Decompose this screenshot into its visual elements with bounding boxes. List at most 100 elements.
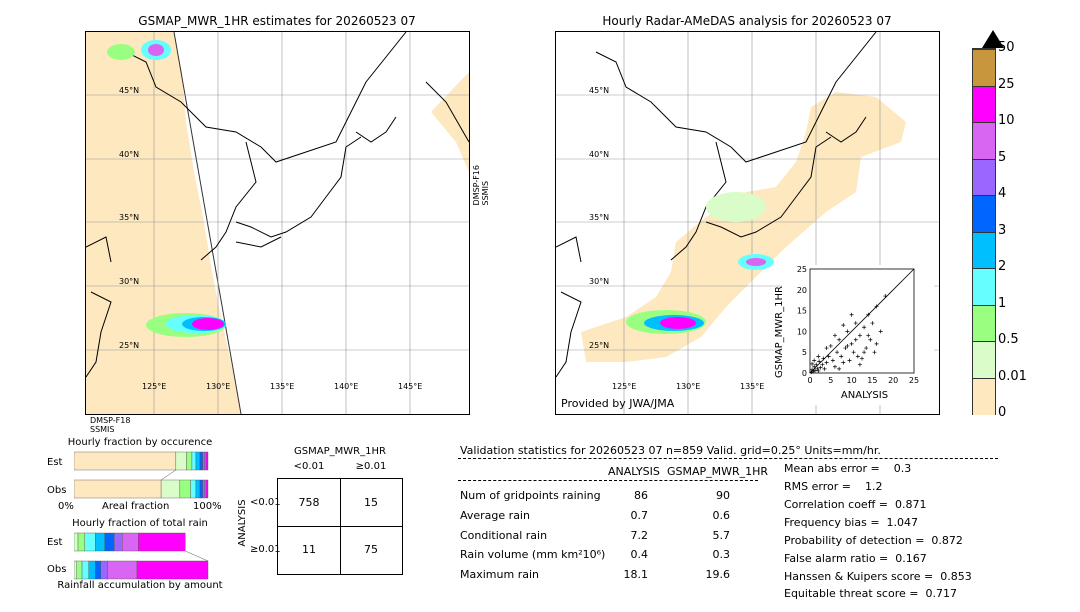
left-lat-35: 35°N	[119, 213, 140, 222]
scatter-xtick: 0	[807, 376, 812, 385]
occurrence-est-segment	[175, 451, 187, 471]
left-lat-30: 30°N	[119, 277, 140, 286]
colorbar-extend-arrow	[982, 30, 1004, 48]
swath-label-f18: DMSP-F18 SSMIS	[90, 416, 131, 434]
scatter-point	[821, 356, 826, 361]
colorbar	[972, 48, 996, 415]
scatter-xtick: 10	[847, 376, 857, 385]
occurrence-bars	[74, 451, 209, 499]
scatter-point	[810, 361, 815, 366]
colorbar-tick-label: 3	[998, 222, 1007, 238]
totalrain-xlabel: Rainfall accumulation by amount	[57, 580, 223, 591]
occurrence-est-segment	[199, 451, 203, 471]
right-rain	[626, 192, 774, 334]
contingency-col-ge: ≥0.01	[355, 461, 387, 472]
scatter-point	[812, 368, 817, 373]
scatter-ytick: 10	[797, 327, 807, 336]
occurrence-x-left: 0%	[58, 501, 74, 512]
scatter-point	[809, 370, 814, 375]
scatter-point	[812, 364, 817, 369]
score-2: Correlation coeff = 0.871	[784, 498, 927, 511]
left-lat-25: 25°N	[119, 341, 140, 350]
colorbar-tick-label: 2	[998, 259, 1007, 274]
scatter-point	[845, 343, 850, 348]
colorbar-segment	[973, 341, 995, 379]
colorbar-segment	[973, 268, 995, 306]
totalrain-est-segment	[114, 532, 123, 552]
stat-a-0: 86	[634, 489, 648, 502]
scatter-xtick: 5	[828, 376, 833, 385]
scatter-point	[824, 346, 829, 351]
colorbar-segment	[973, 49, 995, 87]
scatter-point	[835, 350, 840, 355]
totalrain-est-segment	[77, 532, 85, 552]
totalrain-obs-segment	[100, 560, 108, 580]
scatter-point	[872, 350, 877, 355]
occurrence-est-segment	[202, 451, 205, 471]
scatter-ytick: 15	[797, 307, 807, 316]
scatter-point	[816, 368, 821, 373]
score-6: Hanssen & Kuipers score = 0.853	[784, 570, 972, 583]
totalrain-row-est: Est	[47, 537, 63, 548]
totalrain-bars	[74, 532, 209, 580]
swath-boundary	[173, 32, 242, 414]
score-5: False alarm ratio = 0.167	[784, 552, 927, 565]
left-map-svg	[86, 32, 469, 414]
stat-a-3: 0.4	[630, 548, 649, 561]
colorbar-segment	[973, 158, 995, 196]
scatter-point	[817, 359, 822, 364]
stat-label-3: Rain volume (mm km²10⁶)	[460, 548, 606, 561]
colorbar-tick-label: 10	[998, 113, 1015, 128]
contingency-col-lt: <0.01	[293, 461, 325, 472]
totalrain-obs-segment	[136, 560, 209, 580]
score-3: Frequency bias = 1.047	[784, 516, 919, 529]
scatter-point	[837, 337, 842, 342]
occurrence-est-segment	[205, 451, 209, 471]
stat-a-2: 7.2	[630, 529, 649, 542]
scatter-point	[883, 294, 888, 299]
contingency-d: 75	[364, 543, 378, 556]
left-lat-45: 45°N	[119, 86, 140, 95]
scatter-point	[820, 362, 825, 367]
swath-label-f16: DMSP-F16 SSMIS	[472, 165, 490, 206]
colorbar-segment	[973, 304, 995, 342]
scatter-point	[853, 337, 858, 342]
right-lat-45: 45°N	[589, 86, 610, 95]
scatter-point	[874, 304, 879, 309]
occurrence-est-segment	[204, 451, 207, 471]
stat-label-2: Conditional rain	[460, 529, 548, 542]
score-1: RMS error = 1.2	[784, 480, 883, 493]
totalrain-obs-segment	[88, 560, 96, 580]
totalrain-est-segment	[138, 532, 186, 552]
right-lat-40: 40°N	[589, 150, 610, 159]
scatter-xtick: 25	[909, 376, 919, 385]
colorbar-ticks: 50 25 10 5 4 3 2 1 0.5 0.01 0	[972, 40, 1032, 420]
totalrain-row-obs: Obs	[47, 564, 67, 575]
occurrence-obs-segment	[190, 479, 197, 499]
scatter-ytick: 5	[802, 348, 807, 357]
scatter-ylabel: GSMAP_MWR_1HR	[774, 286, 785, 378]
scatter-point	[832, 364, 837, 369]
colorbar-segment	[973, 377, 995, 415]
stat-b-0: 90	[716, 489, 730, 502]
left-lon-145: 145°E	[398, 382, 423, 391]
colorbar-tick-label: 0.01	[998, 368, 1027, 384]
scatter-ytick: 25	[797, 265, 807, 274]
occurrence-est-segment	[74, 451, 177, 471]
scatter-point	[866, 333, 871, 338]
right-lat-30: 30°N	[589, 277, 610, 286]
occurrence-est-segment	[191, 451, 197, 471]
stat-b-3: 0.3	[712, 548, 731, 561]
totalrain-est-segment	[104, 532, 115, 552]
radar-coverage	[581, 92, 906, 362]
stat-a-1: 0.7	[630, 509, 649, 522]
stat-label-0: Num of gridpoints raining	[460, 489, 601, 502]
occurrence-obs-segment	[179, 479, 191, 499]
totalrain-est-segment	[122, 532, 139, 552]
scatter-point	[816, 354, 821, 359]
swath-f16-area	[431, 72, 469, 172]
stat-a-4: 18.1	[623, 568, 649, 581]
scatter-point	[849, 341, 854, 346]
scatter-point	[837, 366, 842, 371]
totalrain-obs-segment	[107, 560, 138, 580]
